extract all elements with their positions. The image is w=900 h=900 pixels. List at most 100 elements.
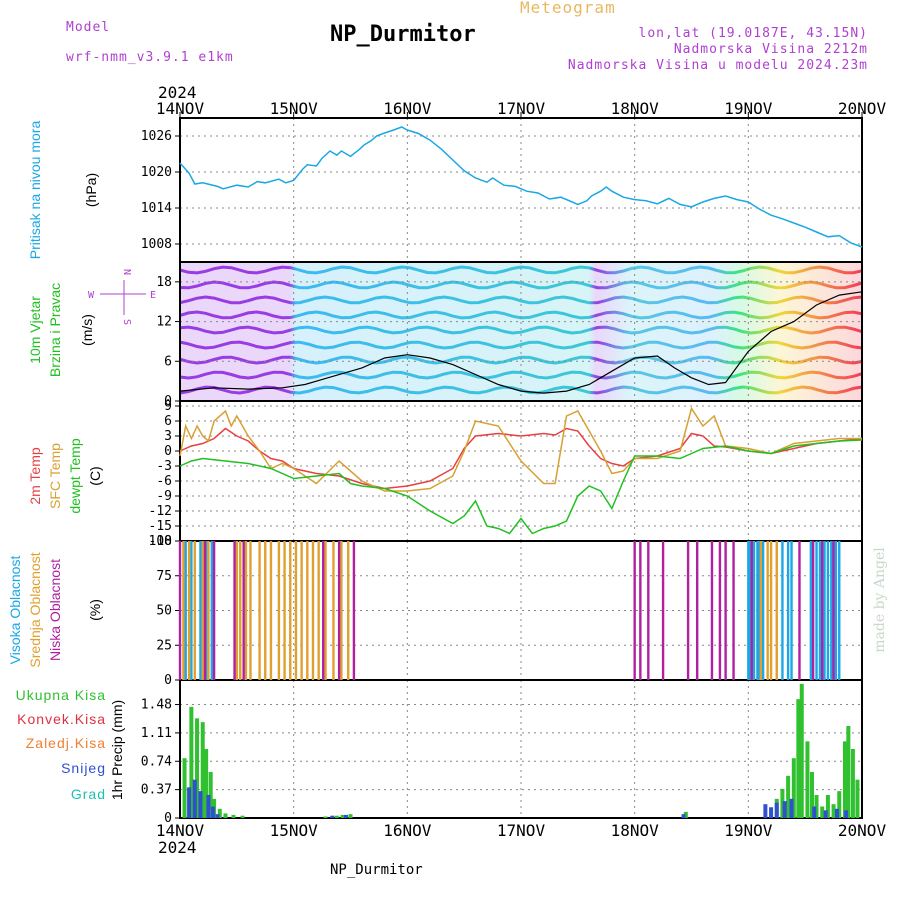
high_cloud-bar [786,541,790,680]
low_cloud-bar [639,541,642,680]
precip-legend-2: Zaledj.Kisa [26,735,106,751]
credit-watermark: made by Angel [872,547,888,653]
y-tick-label: 0.37 [141,783,172,798]
mid_cloud-bar [277,541,281,680]
mid_cloud-bar [239,541,242,680]
mid_cloud-bar [306,541,309,680]
x-tick-label-bottom: 19NOV [724,821,773,840]
low_cloud-bar [212,541,216,680]
mid_cloud-bar [759,541,763,680]
y-tick-label: 1.11 [141,726,172,741]
dewpt-line [179,439,863,535]
low_cloud-bar [832,541,835,680]
high_cloud-bar [747,541,750,680]
high_cloud-bar [834,541,838,680]
low_cloud-bar [203,541,207,680]
snow-bar [343,814,348,818]
wind-compass-rose: N W E S [88,269,156,325]
year-label-bottom: 2024 [158,838,197,857]
model-elevation-label: Nadmorska Visina u modelu 2024.23m [567,58,868,73]
precip-unit-label: 1hr Precip (mm) [109,700,125,800]
y-tick-label: 50 [156,604,172,619]
x-tick-label-top: 18NOV [611,99,660,118]
total_precip-bar [837,791,842,818]
pressure-line [179,126,863,248]
total_precip-bar [223,813,228,818]
high_cloud-bar [823,541,826,680]
low_cloud-bar [695,541,699,680]
wind-axis-title-2: Brzina i Pravac [47,283,63,377]
x-tick-label-top: 15NOV [270,99,319,118]
high_cloud-bar [199,541,202,680]
y-tick-label: 6 [164,354,172,369]
wind-speed-line [179,291,863,394]
mid_cloud-bar [264,541,267,680]
sfc_temp-line [179,406,862,492]
mid_cloud-bar [207,541,210,680]
mid_cloud-bar [244,541,248,680]
cloud-unit-label: (%) [87,599,103,621]
mid_cloud-bar [311,541,315,680]
model-name: wrf-nmm_v3.9.1 e1km [66,50,234,65]
y-tick-label: 0 [164,394,172,409]
year-label-top: 2024 [158,83,197,102]
snow-bar [206,795,211,818]
total_precip-bar [348,814,353,818]
y-tick-label: 25 [156,638,172,653]
y-tick-label: 100 [149,534,172,549]
model-label: Model [66,20,111,35]
snow-bar [198,791,203,818]
y-tick-label: 18 [156,275,172,290]
snow-bar [844,810,849,818]
total_precip-bar [825,795,830,818]
temp2m-axis-title: 2m Temp [27,447,43,505]
total_precip-bar [231,814,236,818]
total_precip-bar [204,749,209,818]
high_cloud-bar [818,541,822,680]
mid_cloud-bar [324,541,327,680]
y-tick-label: 0 [164,444,172,459]
chart-title: NP_Durmitor [330,22,476,47]
mid_cloud-bar [235,541,239,680]
wind-axis-title: 10m Vjetar [27,296,43,364]
mid_cloud-bar [300,541,303,680]
total_precip-bar [796,699,801,818]
total_precip-bar [195,718,200,818]
compass-west: W [88,290,95,301]
x-tick-label-top: 14NOV [156,99,205,118]
mid_cloud-bar [258,541,261,680]
low_cloud-bar [178,541,182,680]
high_cloud-bar [761,541,765,680]
precip-legend-1: Konvek.Kisa [17,711,106,727]
sfc-temp-axis-title: SFC Temp [47,443,63,509]
mid_cloud-bar [289,541,292,680]
snow-bar [681,814,686,818]
y-tick-label: 1008 [141,237,172,252]
dewpt-axis-title: dewpt Temp [67,438,83,513]
footer-station: NP_Durmitor [330,862,423,878]
snow-bar [834,808,839,818]
low_cloud-bar [710,541,714,680]
y-tick-label: 1020 [141,165,172,180]
mid_cloud-bar [193,541,196,680]
total_precip-bar [831,804,836,818]
y-tick-label: -9 [156,489,172,504]
x-tick-label-bottom: 14NOV [156,821,205,840]
snow-bar [823,810,828,818]
snow-bar [782,801,787,818]
mid_cloud-bar [187,541,191,680]
compass-south: S [121,319,132,325]
wind-barbs-field [179,262,863,401]
total_precip-bar [805,741,810,818]
total_precip-bar [189,706,194,818]
snow-bar [330,815,335,818]
total_precip-bar [323,816,328,818]
total_precip-bar [842,741,847,818]
high_cloud-bar [838,541,841,680]
total_precip-bar [217,808,222,818]
mid_cloud-bar [340,541,343,680]
total_precip-bar [200,722,205,818]
x-tick-label-bottom: 20NOV [838,821,887,840]
y-tick-label: 9 [164,399,172,414]
